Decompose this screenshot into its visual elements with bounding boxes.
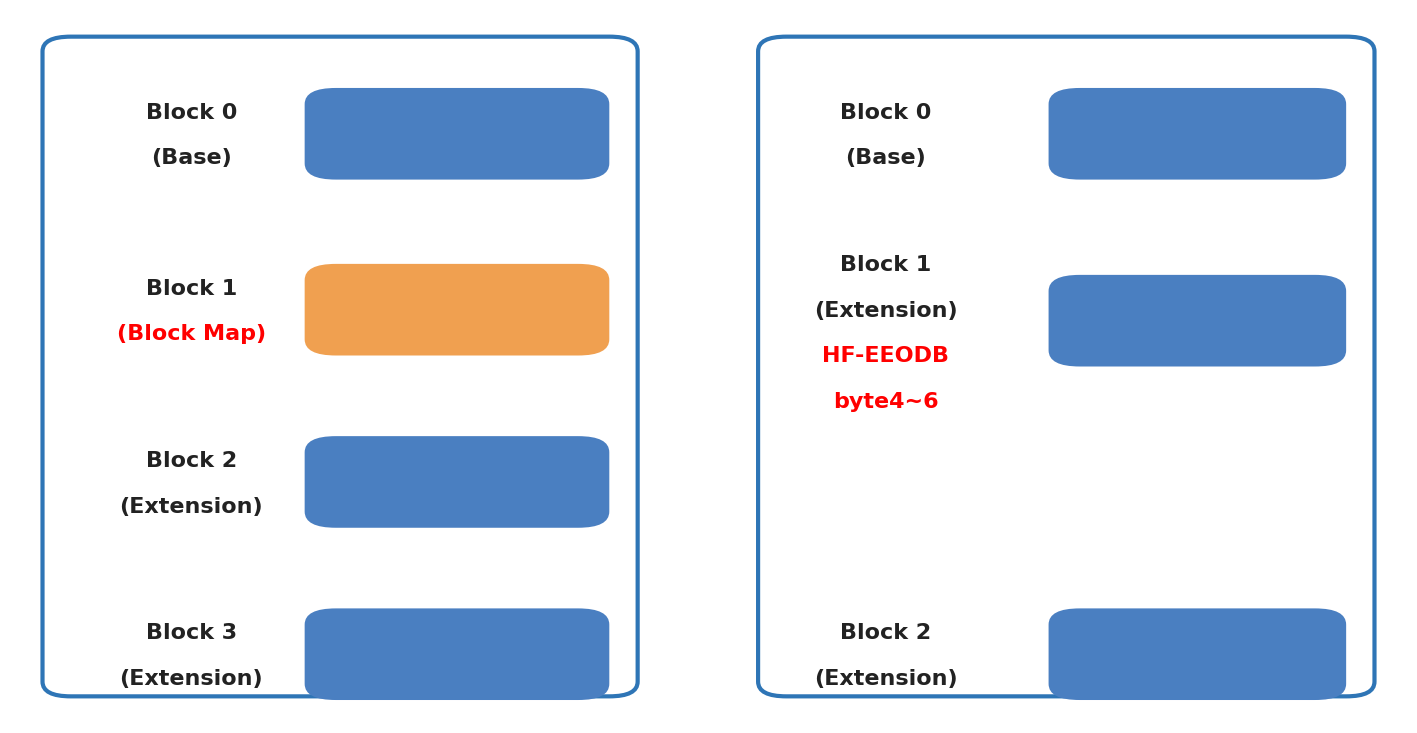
FancyBboxPatch shape (305, 436, 609, 528)
FancyBboxPatch shape (1049, 88, 1346, 180)
Text: Block 2: Block 2 (840, 623, 931, 644)
FancyBboxPatch shape (305, 88, 609, 180)
FancyBboxPatch shape (305, 264, 609, 356)
Text: HF-EEODB: HF-EEODB (822, 346, 949, 366)
FancyBboxPatch shape (305, 608, 609, 700)
Text: (Base): (Base) (846, 148, 925, 169)
Text: (Block Map): (Block Map) (116, 324, 266, 345)
FancyBboxPatch shape (1049, 608, 1346, 700)
Text: (Extension): (Extension) (119, 496, 264, 517)
Text: (Extension): (Extension) (813, 668, 958, 689)
Text: byte4~6: byte4~6 (833, 391, 938, 412)
Text: (Base): (Base) (152, 148, 231, 169)
Text: Block 2: Block 2 (146, 451, 237, 471)
FancyBboxPatch shape (758, 37, 1374, 696)
Text: (Extension): (Extension) (813, 301, 958, 321)
Text: Block 0: Block 0 (840, 103, 931, 123)
Text: Block 1: Block 1 (840, 255, 931, 276)
Text: Block 3: Block 3 (146, 623, 237, 644)
Text: (Extension): (Extension) (119, 668, 264, 689)
Text: Block 1: Block 1 (146, 279, 237, 299)
Text: Block 0: Block 0 (146, 103, 237, 123)
FancyBboxPatch shape (43, 37, 638, 696)
FancyBboxPatch shape (1049, 275, 1346, 366)
